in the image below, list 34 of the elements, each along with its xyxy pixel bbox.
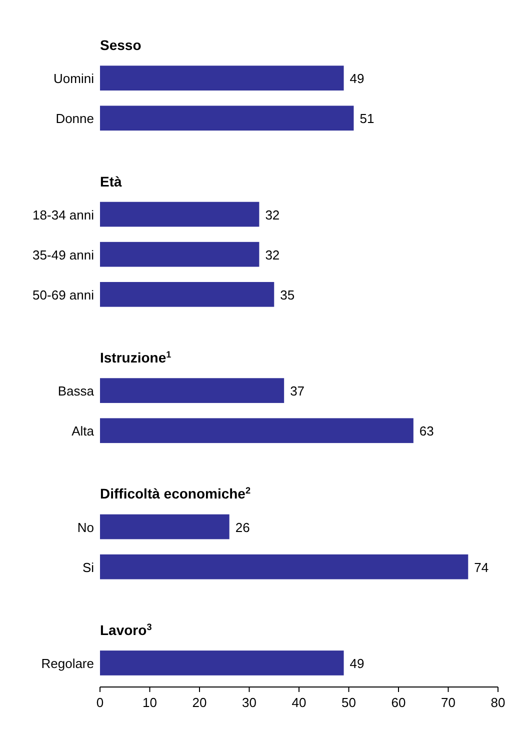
x-tick-label: 40: [292, 695, 306, 710]
y-tick-label: 18-34 anni: [32, 207, 94, 222]
data-label: 32: [265, 207, 280, 222]
data-label: 49: [350, 656, 364, 671]
x-tick-label: 20: [192, 695, 207, 710]
y-tick-label: Lavoro$^{3}$: [100, 622, 152, 638]
x-tick-label: 60: [391, 695, 406, 710]
data-label: 63: [419, 424, 434, 439]
data-label: 74: [474, 560, 489, 575]
x-tick-label: 10: [142, 695, 157, 710]
y-tick-label: Si: [82, 560, 94, 575]
y-tick-label: Difficoltà economiche$^{2}$: [100, 486, 251, 502]
x-tick-label: 70: [441, 695, 456, 710]
y-tick-label: Istruzione$^{1}$: [100, 350, 172, 366]
x-tick-label: 0: [96, 695, 104, 710]
y-tick-label: Bassa: [58, 384, 95, 399]
y-tick-label: Sesso: [100, 37, 142, 54]
y-tick-label: 35-49 anni: [32, 247, 94, 262]
data-label: 51: [360, 111, 374, 126]
y-tick-label: Donne: [56, 111, 94, 126]
y-tick-label: Regolare: [41, 656, 94, 671]
x-tick-label: 50: [342, 695, 356, 710]
data-label: 26: [235, 520, 250, 535]
x-tick-label: 80: [490, 695, 506, 710]
y-tick-label: No: [77, 520, 94, 535]
data-label: 37: [290, 384, 305, 399]
y-tick-label: 50-69 anni: [32, 287, 94, 302]
x-tick-label: 30: [242, 695, 256, 710]
y-tick-label: Età: [100, 173, 122, 190]
data-label: 49: [350, 71, 364, 86]
y-tick-label: Uomini: [54, 71, 94, 86]
data-label: 32: [265, 247, 280, 262]
data-label: 35: [280, 287, 295, 302]
y-tick-label: Alta: [72, 424, 95, 439]
